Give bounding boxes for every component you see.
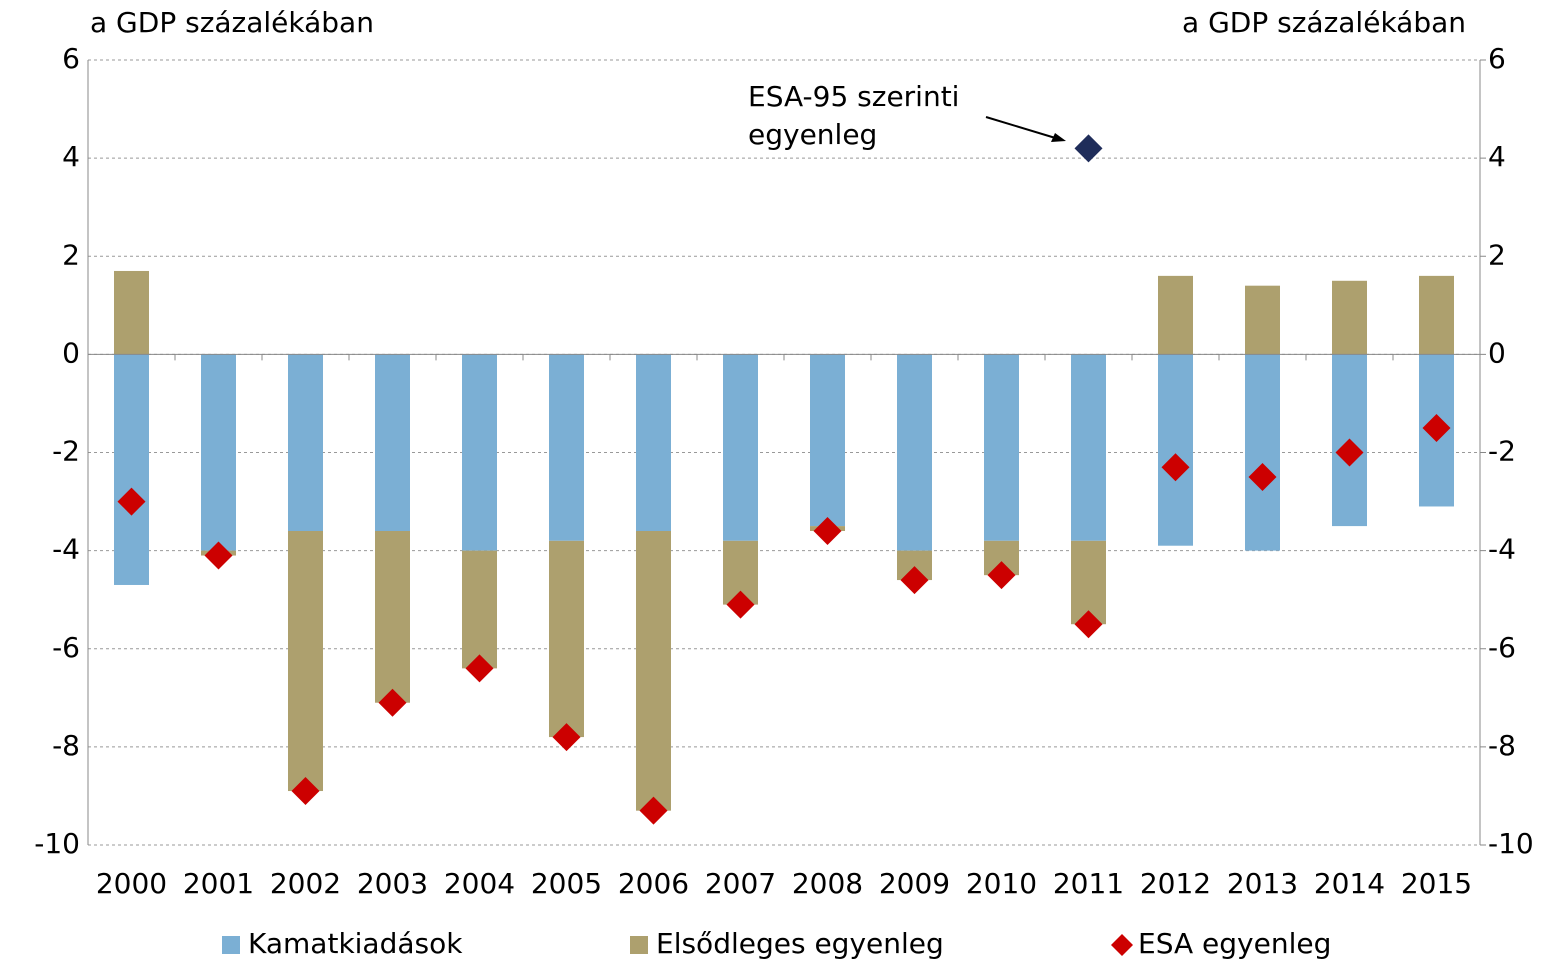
marker bbox=[552, 723, 581, 752]
y-tick-label: -4 bbox=[52, 533, 80, 566]
marker bbox=[1422, 413, 1451, 442]
bar bbox=[636, 354, 671, 531]
annotation-text: egyenleg bbox=[748, 118, 877, 151]
marker bbox=[1335, 438, 1364, 467]
marker bbox=[1161, 453, 1190, 482]
x-tick-label: 2006 bbox=[618, 867, 689, 900]
bar bbox=[114, 270, 149, 355]
y-tick-label: -10 bbox=[34, 827, 80, 860]
bar bbox=[1332, 280, 1367, 355]
y2-tick-label: -2 bbox=[1488, 435, 1516, 468]
bar bbox=[375, 354, 410, 531]
marker bbox=[1074, 610, 1103, 639]
bar bbox=[201, 354, 236, 551]
x-tick-label: 2002 bbox=[270, 867, 341, 900]
bar bbox=[984, 354, 1019, 541]
y-tick-label: 0 bbox=[62, 336, 80, 369]
bar bbox=[810, 354, 845, 527]
marker bbox=[813, 517, 842, 545]
y2-tick-label: 4 bbox=[1488, 140, 1506, 173]
marker bbox=[378, 688, 407, 717]
legend-swatch bbox=[1111, 934, 1133, 956]
x-tick-label: 2003 bbox=[357, 867, 428, 900]
marker bbox=[1248, 463, 1277, 492]
y-tick-label: 6 bbox=[62, 42, 80, 75]
legend-swatch bbox=[630, 936, 648, 954]
bar bbox=[549, 540, 584, 738]
bar bbox=[549, 354, 584, 541]
marker bbox=[639, 796, 668, 825]
x-tick-label: 2008 bbox=[792, 867, 863, 900]
annotation-marker bbox=[1074, 134, 1103, 163]
legend-label: ESA egyenleg bbox=[1138, 927, 1331, 960]
marker bbox=[726, 590, 755, 619]
x-tick-label: 2004 bbox=[444, 867, 515, 900]
x-tick-label: 2007 bbox=[705, 867, 776, 900]
x-tick-label: 2005 bbox=[531, 867, 602, 900]
marker bbox=[204, 541, 233, 570]
x-tick-label: 2000 bbox=[96, 867, 167, 900]
x-tick-label: 2014 bbox=[1314, 867, 1385, 900]
x-tick-label: 2013 bbox=[1227, 867, 1298, 900]
legend-label: Elsődleges egyenleg bbox=[656, 927, 944, 960]
y-axis-title: a GDP százalékában bbox=[90, 6, 374, 39]
marker bbox=[291, 777, 320, 806]
marker bbox=[465, 654, 494, 683]
bar bbox=[114, 354, 149, 585]
bar bbox=[288, 531, 323, 792]
bar bbox=[1158, 354, 1193, 546]
y2-tick-label: -6 bbox=[1488, 631, 1516, 664]
x-tick-label: 2015 bbox=[1401, 867, 1472, 900]
x-tick-label: 2001 bbox=[183, 867, 254, 900]
x-tick-label: 2009 bbox=[879, 867, 950, 900]
bar bbox=[1419, 275, 1454, 355]
y2-tick-label: 0 bbox=[1488, 336, 1506, 369]
y2-tick-label: -4 bbox=[1488, 533, 1516, 566]
bar bbox=[1071, 354, 1106, 541]
y2-tick-label: 2 bbox=[1488, 238, 1506, 271]
legend-swatch bbox=[222, 936, 240, 954]
bar bbox=[636, 531, 671, 811]
bar bbox=[723, 354, 758, 541]
marker bbox=[117, 487, 146, 516]
x-tick-label: 2010 bbox=[966, 867, 1037, 900]
bar bbox=[1158, 275, 1193, 355]
x-tick-label: 2011 bbox=[1053, 867, 1124, 900]
y-tick-label: 4 bbox=[62, 140, 80, 173]
bar bbox=[1245, 285, 1280, 355]
bar bbox=[462, 550, 497, 669]
x-tick-label: 2012 bbox=[1140, 867, 1211, 900]
bar bbox=[1245, 354, 1280, 551]
bar bbox=[897, 354, 932, 551]
marker bbox=[987, 561, 1016, 590]
marker bbox=[900, 566, 929, 595]
y-tick-label: -8 bbox=[52, 729, 80, 762]
bar bbox=[288, 354, 323, 531]
annotation-arrow bbox=[985, 116, 1063, 141]
legend-label: Kamatkiadások bbox=[248, 927, 463, 960]
y2-tick-label: 6 bbox=[1488, 42, 1506, 75]
annotation-arrowhead bbox=[1051, 133, 1066, 142]
y-tick-label: -6 bbox=[52, 631, 80, 664]
y2-axis-title: a GDP százalékában bbox=[1182, 6, 1466, 39]
y2-tick-label: -10 bbox=[1488, 827, 1534, 860]
bar bbox=[462, 354, 497, 551]
y-tick-label: 2 bbox=[62, 238, 80, 271]
bar bbox=[375, 531, 410, 703]
y2-tick-label: -8 bbox=[1488, 729, 1516, 762]
annotation-text: ESA-95 szerinti bbox=[748, 80, 959, 113]
y-tick-label: -2 bbox=[52, 435, 80, 468]
